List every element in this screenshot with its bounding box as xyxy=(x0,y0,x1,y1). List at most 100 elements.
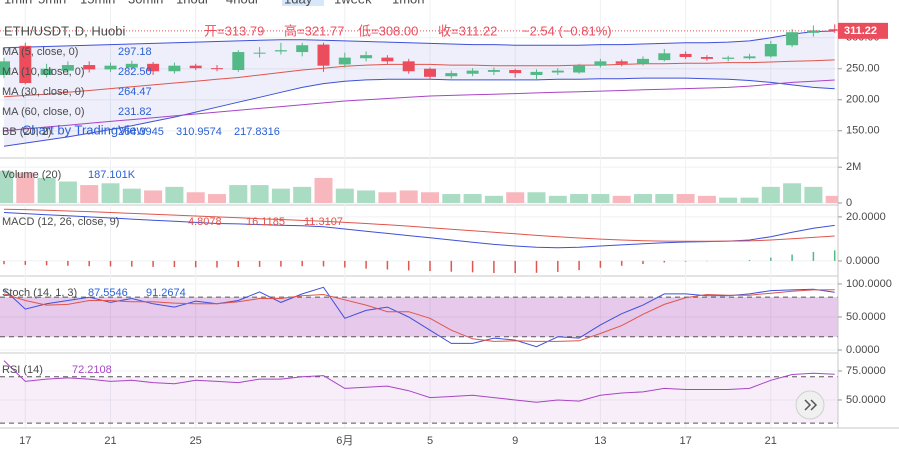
legend-label: RSI (14) xyxy=(2,364,43,376)
interval-button[interactable]: 1min xyxy=(4,0,32,6)
candle-body xyxy=(487,70,500,72)
y-tick-label: 150.00 xyxy=(846,125,880,137)
candle-body xyxy=(253,52,266,54)
candle-body xyxy=(551,70,564,73)
legend-value: 297.18 xyxy=(118,46,152,58)
legend-label: MA (60, close, 0) xyxy=(2,106,85,118)
candle-body xyxy=(211,68,223,70)
volume-bar xyxy=(761,186,780,203)
overlay-line xyxy=(3,77,835,147)
x-tick-label: 21 xyxy=(104,435,116,447)
candle-body xyxy=(509,70,522,74)
y-tick-label: 0.0000 xyxy=(846,255,880,267)
y-tick-label: 50.0000 xyxy=(846,311,886,323)
watermark: Chart by TradingView xyxy=(22,122,147,137)
volume-bar xyxy=(421,192,439,203)
candle-body xyxy=(232,52,245,71)
legend-value: 264.47 xyxy=(118,86,152,98)
volume-bar xyxy=(101,183,120,203)
candle-body xyxy=(445,73,458,77)
y-tick-label: 0 xyxy=(846,197,852,209)
candle-body xyxy=(189,65,202,69)
y-tick-label: 100.0000 xyxy=(846,278,892,290)
band-fill xyxy=(0,297,838,337)
legend-label: Volume (20) xyxy=(2,169,61,181)
candle-body xyxy=(168,65,181,72)
interval-button[interactable]: 1hour xyxy=(176,0,210,6)
last-price-tag xyxy=(838,22,888,39)
close: 收=311.22 xyxy=(438,23,497,38)
volume-bar xyxy=(697,195,716,203)
volume-bar xyxy=(208,194,226,203)
interval-button[interactable]: 1week xyxy=(334,0,372,6)
volume-bar xyxy=(250,185,269,203)
candle-body xyxy=(743,56,756,59)
interval-button[interactable]: 1day xyxy=(284,0,313,6)
candle-body xyxy=(402,61,415,72)
legend-value: 310.9574 xyxy=(176,126,222,138)
interval-button[interactable]: 15min xyxy=(80,0,115,6)
candle-body xyxy=(764,43,777,57)
volume-bar xyxy=(314,177,333,203)
x-tick-label: 5 xyxy=(427,435,433,447)
x-tick-label: 25 xyxy=(190,435,202,447)
interval-button[interactable]: 30min xyxy=(128,0,163,6)
candle-body xyxy=(828,29,841,31)
candle-body xyxy=(274,50,287,52)
low: 低=308.00 xyxy=(358,23,418,38)
candle-body xyxy=(722,57,735,59)
volume-bar xyxy=(229,185,248,203)
volume-bar xyxy=(804,186,823,203)
candle-body xyxy=(466,70,479,74)
candle-body xyxy=(381,57,394,62)
legend-label: MA (10, close, 0) xyxy=(2,66,85,78)
candle-body xyxy=(786,32,799,46)
overlay-line xyxy=(3,79,835,132)
scroll-icon xyxy=(804,399,818,411)
price-axis-bg xyxy=(838,0,899,428)
legend-label: BB (20, 2) xyxy=(2,126,52,138)
interval-button[interactable]: 4hour xyxy=(226,0,260,6)
indicator-line xyxy=(3,208,835,242)
legend-value: 4.8078 xyxy=(188,216,222,228)
x-tick-label: 21 xyxy=(765,435,777,447)
interval-button[interactable]: 5min xyxy=(38,0,66,6)
band-fill xyxy=(0,376,838,424)
open: 开=313.79 xyxy=(204,23,264,38)
candle-body xyxy=(573,65,586,73)
overlay-line xyxy=(3,30,835,49)
candle-body xyxy=(424,68,436,77)
candle-body xyxy=(679,53,692,58)
volume-bar xyxy=(0,170,13,203)
volume-bar xyxy=(186,192,205,203)
legend-value: 264.3945 xyxy=(118,126,164,138)
volume-bar xyxy=(591,194,610,203)
legend-label: MA (5, close, 0) xyxy=(2,46,78,58)
candle-body xyxy=(147,63,160,72)
indicator-line xyxy=(3,286,835,348)
y-tick-label: 2M xyxy=(846,161,861,173)
volume-bar xyxy=(165,186,184,203)
candle-body xyxy=(317,44,330,66)
candle-body xyxy=(637,58,649,64)
volume-bar xyxy=(783,183,802,203)
candle-body xyxy=(296,45,309,53)
volume-bar xyxy=(548,195,567,203)
volume-bar xyxy=(740,197,759,203)
indicator-line xyxy=(3,360,835,403)
change: −2.54 (−0.81%) xyxy=(522,23,612,38)
x-tick-label: 17 xyxy=(679,435,691,447)
x-tick-label: 6月 xyxy=(336,435,353,447)
legend-label: Stoch (14, 1, 3) xyxy=(2,287,77,299)
volume-bar xyxy=(378,192,397,203)
volume-bar xyxy=(271,188,290,203)
volume-bar xyxy=(399,190,418,203)
candle-body xyxy=(360,55,373,59)
volume-bar xyxy=(463,194,482,203)
volume-bar xyxy=(16,172,35,203)
volume-bar xyxy=(506,192,525,203)
candle-body xyxy=(83,65,96,70)
interval-button[interactable]: 1mon xyxy=(392,0,425,6)
y-tick-label: 0.0000 xyxy=(846,344,880,356)
candle-body xyxy=(0,61,10,75)
